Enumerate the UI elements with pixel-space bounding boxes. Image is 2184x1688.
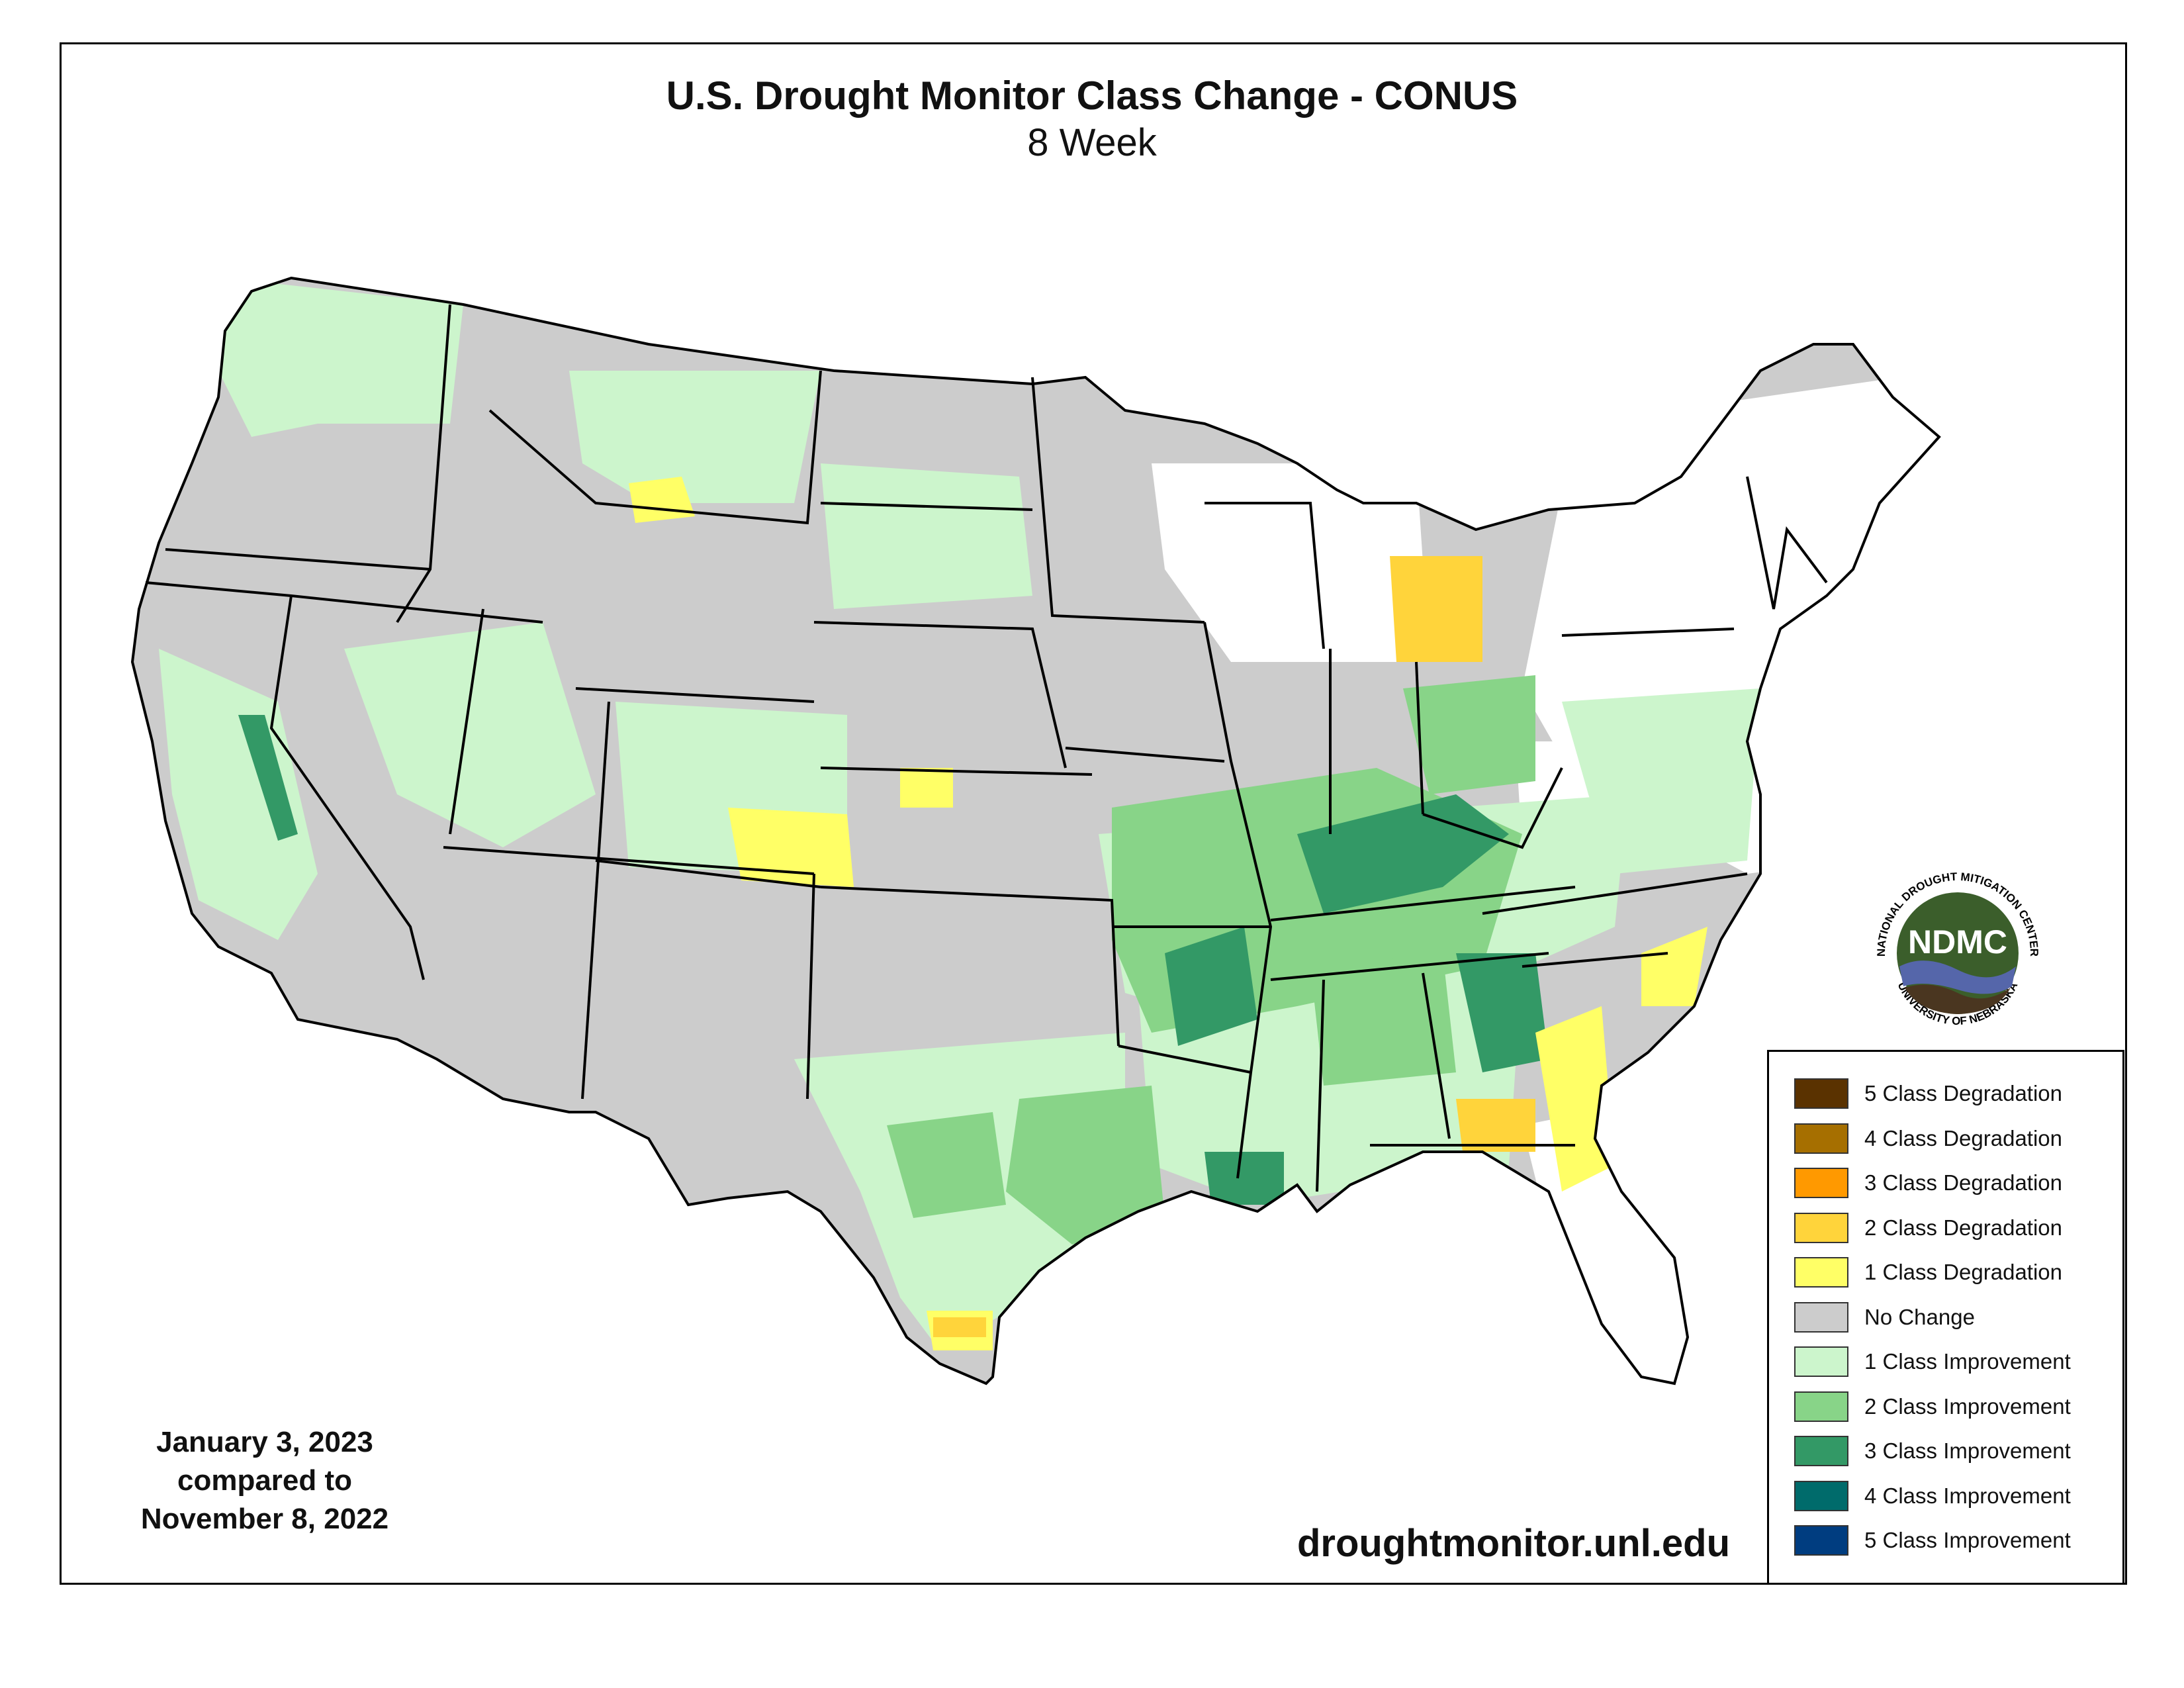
border-ks-ok — [820, 767, 1093, 776]
legend-label: 4 Class Improvement — [1864, 1483, 2071, 1508]
border-id-west — [396, 304, 451, 624]
border-mississippi-river — [1203, 622, 1273, 1179]
map-subtitle: 8 Week — [1027, 121, 1157, 164]
degrade1-colorado — [728, 808, 854, 887]
degrade2-south-texas — [933, 1317, 986, 1337]
legend-item: No Change — [1794, 1301, 1975, 1334]
legend-swatch — [1794, 1301, 1848, 1333]
border-in-oh — [1415, 661, 1424, 815]
improve1-midatlantic — [1562, 688, 1760, 874]
compared-to-label: compared to — [177, 1464, 353, 1497]
current-date: January 3, 2023 — [156, 1426, 373, 1458]
border-az-nm — [443, 846, 815, 875]
improve1-california-valley — [159, 649, 318, 940]
legend-item: 3 Class Improvement — [1794, 1434, 2071, 1468]
legend-swatch — [1794, 1212, 1848, 1243]
degrade2-georgia — [1456, 1099, 1535, 1152]
legend-swatch — [1794, 1436, 1848, 1466]
legend-swatch — [1794, 1480, 1848, 1511]
ndmc-logo: NATIONAL DROUGHT MITIGATION CENTER UNIVE… — [1868, 863, 2048, 1043]
legend-swatch — [1794, 1168, 1848, 1198]
legend-label: 2 Class Improvement — [1864, 1393, 2071, 1419]
legend-swatch — [1794, 1123, 1848, 1154]
border-four-corners — [581, 701, 610, 1100]
website-url[interactable]: droughtmonitor.unl.edu — [1297, 1522, 1731, 1565]
improve2-central-texas — [887, 1112, 1006, 1218]
legend-swatch — [1794, 1257, 1848, 1288]
legend-label: 4 Class Degradation — [1864, 1125, 2062, 1150]
border-tn-south — [1270, 952, 1549, 981]
legend-label: 5 Class Degradation — [1864, 1081, 2062, 1105]
border-nm-tx — [806, 873, 815, 1100]
legend-swatch — [1794, 1525, 1848, 1556]
improve2-alabama — [1310, 953, 1456, 1086]
legend-item: 4 Class Degradation — [1794, 1122, 2062, 1155]
border-ok-tx — [820, 886, 1120, 1047]
improve1-montana — [569, 371, 821, 503]
legend: 5 Class Degradation 4 Class Degradation 3 … — [1767, 1050, 2124, 1585]
improve3-arkansas — [1165, 927, 1257, 1046]
legend-item: 1 Class Improvement — [1794, 1345, 2071, 1378]
previous-date: November 8, 2022 — [140, 1503, 389, 1535]
border-ar-la — [1118, 1045, 1251, 1074]
legend-item: 5 Class Improvement — [1794, 1524, 2071, 1557]
improve1-pacific-northwest — [218, 278, 463, 437]
border-al-ga — [1422, 972, 1451, 1139]
legend-label: 2 Class Degradation — [1864, 1215, 2062, 1240]
legend-item: 2 Class Improvement — [1794, 1390, 2071, 1423]
improve3-louisiana — [1205, 1152, 1284, 1205]
improve1-dakotas — [821, 463, 1032, 609]
legend-item: 1 Class Degradation — [1794, 1256, 2062, 1289]
improve3-georgia — [1456, 953, 1549, 1072]
legend-item: 2 Class Degradation — [1794, 1211, 2062, 1244]
class-change-areas — [159, 278, 1939, 1383]
legend-label: 1 Class Degradation — [1864, 1260, 2062, 1284]
degrade2-michigan — [1390, 556, 1482, 662]
border-oh-wv — [1422, 767, 1563, 849]
legend-swatch — [1794, 1078, 1848, 1109]
border-nevada-utah — [449, 608, 484, 835]
improve3-california — [238, 715, 298, 841]
improve2-ohio-valley — [1403, 675, 1535, 794]
border-dakotas — [820, 502, 1033, 511]
no-drought-southeast-florida — [1522, 1086, 1721, 1383]
degrade1-north-carolina — [1641, 927, 1707, 1006]
border-ca-nv — [269, 595, 425, 980]
border-ms-al — [1316, 979, 1325, 1192]
improve2-east-texas — [1006, 1086, 1165, 1244]
logo-abbrev: NDMC — [1908, 923, 2007, 961]
legend-label: 3 Class Improvement — [1864, 1438, 2071, 1463]
border-mn-ia — [1031, 377, 1205, 624]
legend-swatch — [1794, 1391, 1848, 1422]
legend-item: 4 Class Improvement — [1794, 1479, 2071, 1513]
border-new-england — [1746, 476, 1828, 610]
legend-label: No Change — [1864, 1304, 1975, 1329]
border-va-nc — [1482, 872, 1748, 915]
logo-water-band — [1899, 961, 2016, 994]
border-co-nm — [595, 859, 821, 888]
no-drought-great-lakes — [1152, 463, 1430, 662]
legend-item: 5 Class Degradation — [1794, 1077, 2062, 1110]
border-ne-ks — [813, 621, 1067, 769]
logo-soil-band — [1905, 984, 2011, 1014]
comparison-dates: January 3, 2023 compared to November 8, … — [79, 1423, 450, 1538]
legend-swatch — [1794, 1346, 1848, 1377]
border-mt-wy-id — [488, 370, 822, 525]
border-nc-sc — [1522, 952, 1668, 968]
legend-label: 1 Class Improvement — [1864, 1349, 2071, 1374]
border-pa-ny — [1561, 628, 1735, 637]
map-title: U.S. Drought Monitor Class Change - CONU… — [666, 73, 1518, 118]
border-ky-tn — [1270, 886, 1576, 921]
legend-item: 3 Class Degradation — [1794, 1166, 2062, 1199]
border-wy-co — [575, 687, 815, 703]
legend-label: 5 Class Improvement — [1864, 1528, 2071, 1552]
border-wi-mi — [1205, 502, 1325, 649]
improve1-utah-nevada — [344, 622, 596, 847]
degrade1-nebraska — [900, 768, 953, 808]
border-wa-or — [165, 548, 431, 571]
border-ia-mo — [1065, 747, 1225, 763]
state-boundaries — [131, 277, 1940, 1385]
legend-label: 3 Class Degradation — [1864, 1170, 2062, 1195]
